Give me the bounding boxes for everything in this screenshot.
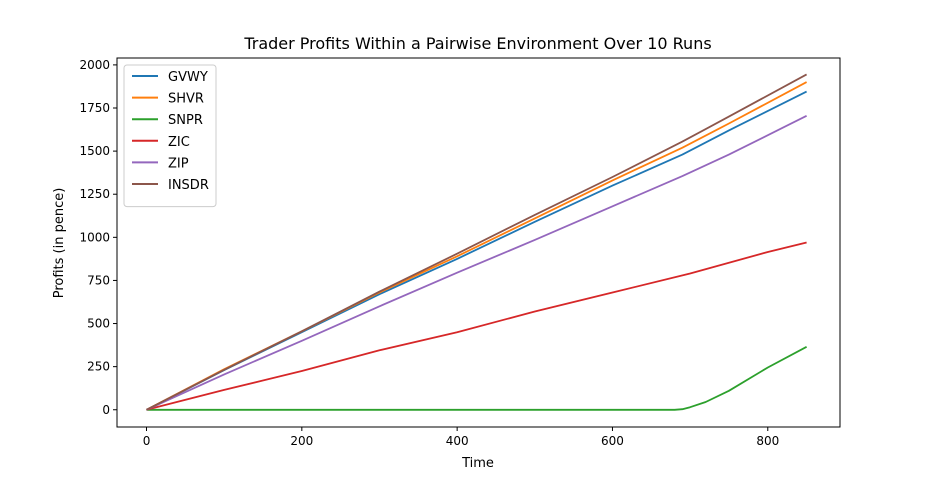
- y-tick-label: 1500: [79, 144, 110, 158]
- legend-label-snpr: SNPR: [168, 113, 203, 128]
- y-axis-label: Profits (in pence): [52, 188, 67, 299]
- y-tick-label: 500: [87, 317, 110, 331]
- legend-label-shvr: SHVR: [168, 92, 204, 107]
- y-tick-label: 1750: [79, 101, 110, 115]
- y-axis: 0 250 500 750 1000 1250 1500 1750 2000: [79, 58, 117, 417]
- x-axis-label: Time: [461, 456, 494, 471]
- series-line-snpr: [146, 346, 808, 411]
- x-tick-label: 0: [143, 434, 151, 448]
- y-tick-label: 250: [87, 360, 110, 374]
- x-tick-label: 600: [601, 434, 624, 448]
- x-tick-label: 400: [446, 434, 469, 448]
- legend-label-zic: ZIC: [168, 135, 190, 150]
- y-tick-label: 1000: [79, 230, 110, 244]
- legend-label-zip: ZIP: [168, 156, 189, 171]
- series-line-zic: [146, 241, 807, 411]
- y-tick-label: 2000: [79, 58, 110, 72]
- y-tick-label: 1250: [79, 187, 110, 201]
- y-tick-label: 0: [102, 403, 110, 417]
- x-axis: 0 200 400 600 800: [143, 427, 779, 448]
- plot-frame: [116, 57, 841, 428]
- legend-label-gvwy: GVWY: [168, 70, 208, 85]
- chart-title: Trader Profits Within a Pairwise Environ…: [243, 34, 711, 53]
- x-tick-label: 200: [290, 434, 313, 448]
- series-line-zip: [146, 114, 808, 411]
- y-tick-label: 750: [87, 273, 110, 287]
- legend: GVWY SHVR SNPR ZIC ZIP INSDR: [123, 64, 217, 208]
- legend-box: [123, 64, 217, 208]
- x-tick-label: 800: [756, 434, 779, 448]
- series-line-insdr: [146, 73, 808, 411]
- legend-label-insdr: INSDR: [168, 178, 209, 193]
- plot-area: [146, 73, 808, 411]
